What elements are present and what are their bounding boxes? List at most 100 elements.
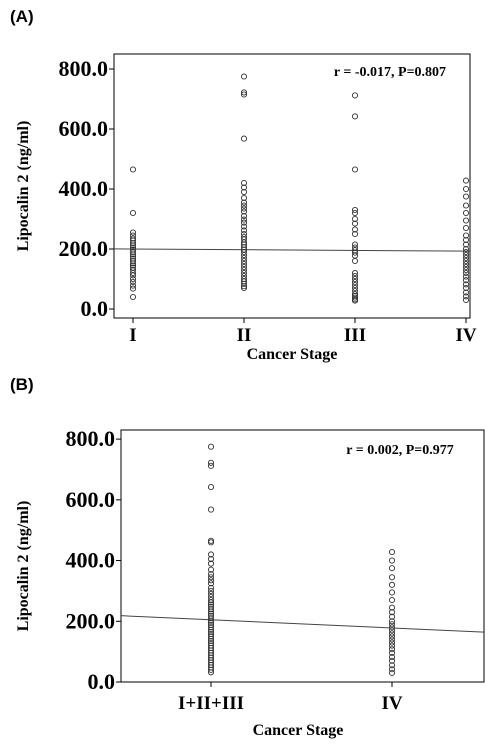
panel-a-data-point	[129, 272, 137, 279]
panel-a-data-point	[462, 193, 470, 200]
panel-b-data-point	[207, 619, 215, 626]
panel-a-data-point	[129, 253, 137, 260]
panel-b-data-point	[207, 443, 215, 450]
panel-b-y-axis: 0.0 200.0 400.0 600.0 800.0	[66, 426, 121, 694]
panel-a-data-point	[129, 251, 137, 258]
panel-b-data-point	[207, 628, 215, 635]
panel-b-data-point	[388, 574, 396, 581]
panel-b-data-point	[207, 606, 215, 613]
panel-b: (B) Lipocalin 2 (ng/ml) Cancer Stage r =…	[10, 375, 485, 739]
panel-b-data-point	[388, 657, 396, 664]
panel-a-data-point	[351, 241, 359, 248]
panel-a-xlabel: Cancer Stage	[247, 346, 338, 363]
panel-a-data-point	[129, 229, 137, 236]
panel-a-data-point	[240, 89, 248, 96]
panel-b-ytick-label: 400.0	[66, 548, 116, 573]
panel-a-xtick-label: IV	[455, 325, 476, 346]
panel-b-data-point	[388, 621, 396, 628]
panel-a-data-point	[240, 194, 248, 202]
panel-b-data-point	[388, 636, 396, 643]
panel-a-data-point	[240, 216, 248, 223]
panel-a-data-point	[240, 266, 248, 274]
panel-a-data-point	[462, 217, 470, 224]
panel-b-data-point	[207, 587, 215, 594]
panel-a-data-point	[351, 269, 359, 277]
panel-b-data-point	[388, 613, 396, 620]
panel-b-data-point	[207, 637, 215, 645]
panel-a-xtick-label: III	[344, 325, 366, 346]
panel-b-data-point	[207, 574, 215, 581]
panel-a-data-point	[240, 205, 248, 212]
panel-a-data-point	[240, 223, 248, 230]
panel-b-data-point	[388, 642, 396, 649]
panel-b-ytick-label: 800.0	[66, 426, 116, 451]
panel-b-data-point	[207, 669, 215, 676]
panel-a-data-point	[462, 289, 470, 296]
panel-a-annotation: r = -0.017, P=0.807	[334, 65, 446, 80]
panel-b-fit-line-group	[120, 615, 485, 633]
panel-a-data-point	[240, 263, 248, 271]
panel-a-data-point	[462, 232, 470, 239]
panel-a-data-point	[351, 275, 359, 283]
panel-a-data-point	[351, 272, 359, 280]
panel-a-fit-line	[113, 248, 471, 252]
panel-a-ytick-label: 0.0	[81, 296, 109, 321]
panel-b-xlabel: Cancer Stage	[253, 722, 344, 739]
panel-a-data-point	[462, 269, 470, 277]
panel-a-data-point	[462, 257, 470, 265]
panel-b-data-point	[388, 662, 396, 669]
panel-a-data-point	[351, 230, 359, 238]
panel-b-xtick-label: IV	[381, 693, 402, 714]
panel-b-data-point	[388, 633, 396, 640]
panel-b-data-point	[388, 609, 396, 616]
panel-b-plot-frame	[120, 429, 485, 683]
panel-a-ytick-label: 400.0	[59, 176, 109, 201]
panel-a-ytick-label: 600.0	[59, 116, 109, 141]
panel-a-data-point	[462, 177, 470, 184]
panel-b-data-point	[207, 617, 215, 624]
panel-a-data-point	[129, 166, 137, 173]
panel-a-data-point	[240, 219, 248, 226]
panel-a-data-point	[351, 249, 359, 256]
panel-b-data-point	[388, 596, 396, 604]
panel-b-data-point	[388, 565, 396, 572]
panel-b-data-point	[207, 635, 215, 642]
panel-b-data-point	[207, 584, 215, 591]
panel-a-data-point	[240, 202, 248, 209]
panel-a-data-point	[351, 113, 359, 120]
panel-b-data-point	[388, 589, 396, 596]
panel-a-data-point	[240, 199, 248, 206]
panel-b-data-point	[207, 590, 215, 598]
panel-b-data-point	[207, 633, 215, 640]
panel-a-data-point	[129, 257, 137, 265]
panel-a-data-point	[351, 92, 359, 99]
panel-a-data-point	[351, 206, 359, 214]
panel-a-data-point	[462, 296, 470, 304]
panel-b-data-point	[207, 601, 215, 608]
panel-b-ytick-label: 200.0	[66, 608, 116, 633]
panel-a-data-point	[240, 188, 248, 196]
panel-a-ytick-label: 800.0	[59, 56, 109, 81]
panel-a-data-point	[240, 212, 248, 220]
panel-b-data-point	[207, 596, 215, 604]
panel-b-data-point	[388, 618, 396, 625]
panel-a-data-point	[462, 263, 470, 271]
panel-a-data-point	[462, 260, 470, 268]
panel-a-data-point	[240, 269, 248, 277]
panel-a-data-point	[240, 248, 248, 256]
panel-b-points	[207, 443, 396, 676]
panel-a-data-point	[351, 278, 359, 286]
panel-b-data-point	[388, 581, 396, 588]
panel-a-data-point	[240, 254, 248, 262]
panel-a-x-axis: I II III IV	[129, 318, 477, 346]
panel-a-data-point	[351, 294, 359, 301]
panel-a-data-point	[129, 278, 137, 286]
panel-b-data-point	[207, 571, 215, 578]
panel-b-ytick-label: 600.0	[66, 487, 116, 512]
panel-a-data-point	[240, 283, 248, 290]
panel-a: (A) Lipocalin 2 (ng/ml) Cancer Stage r =…	[10, 7, 477, 363]
panel-a-data-point	[240, 227, 248, 234]
panel-a-data-point	[240, 73, 248, 80]
panel-b-annotation: r = 0.002, P=0.977	[346, 443, 453, 458]
